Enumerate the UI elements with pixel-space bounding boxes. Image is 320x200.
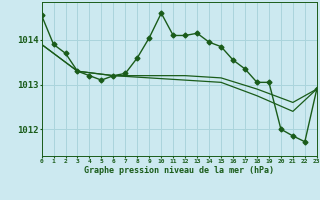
X-axis label: Graphe pression niveau de la mer (hPa): Graphe pression niveau de la mer (hPa) bbox=[84, 166, 274, 175]
